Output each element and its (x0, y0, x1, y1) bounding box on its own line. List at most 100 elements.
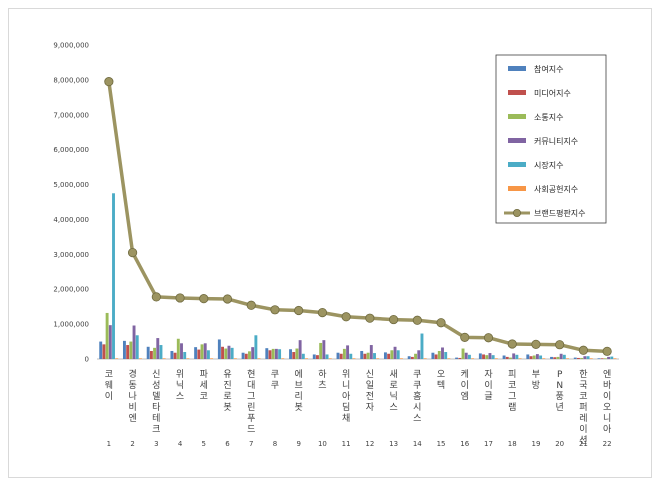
line-point (412, 315, 422, 325)
bar (553, 357, 557, 359)
bar (512, 353, 516, 359)
bar-series-group (99, 193, 617, 359)
bar (562, 354, 566, 359)
bar (603, 358, 607, 359)
bar (305, 358, 308, 359)
line-point (294, 305, 304, 316)
bar (115, 358, 119, 359)
legend-label: 브랜드평판지수 (534, 208, 586, 218)
bar (149, 350, 153, 359)
bar (194, 347, 198, 359)
bar (583, 356, 587, 359)
bar (265, 348, 269, 359)
line-point (555, 340, 565, 350)
bar (399, 358, 403, 359)
bar (461, 348, 465, 359)
bar (102, 344, 106, 359)
bar (441, 347, 444, 359)
x-axis-rank-labels: 1 2 3 4 5 6 7 8 9 10 11 12 13 14 15 16 17 18 19 20 21 22 (107, 440, 612, 448)
legend-label: 커뮤니티지수 (534, 136, 578, 146)
bar (464, 352, 468, 359)
rank-label: 13 (389, 440, 398, 448)
bar (170, 350, 174, 359)
bar (206, 350, 210, 359)
line-point (460, 332, 470, 342)
bar (529, 356, 533, 359)
bar (396, 350, 400, 359)
bar (339, 353, 343, 359)
line-point (104, 77, 114, 87)
line-point (246, 300, 256, 310)
line-point (507, 339, 517, 349)
bar (376, 358, 380, 359)
legend-label: 미디어지수 (534, 88, 571, 98)
rank-label: 4 (178, 440, 183, 448)
y-tick-label: 8,000,000 (53, 76, 89, 84)
legend-label: 시장지수 (534, 160, 563, 170)
legend-label: 참여지수 (534, 64, 563, 74)
line-point (175, 293, 185, 303)
bar (539, 355, 543, 359)
bar (607, 356, 611, 359)
bar (360, 350, 364, 359)
rank-label: 17 (484, 440, 493, 448)
bar (183, 352, 187, 359)
bar (488, 353, 492, 359)
bar (610, 356, 614, 359)
rank-label: 18 (508, 440, 517, 448)
line-point (602, 346, 612, 356)
bar (135, 335, 139, 359)
bar (502, 355, 506, 359)
rank-label: 14 (413, 440, 422, 448)
legend-swatch (508, 66, 526, 71)
bar (600, 358, 604, 359)
rank-label: 10 (318, 440, 327, 448)
bar (233, 358, 237, 359)
rank-label: 7 (249, 440, 253, 448)
y-tick-label: 6,000,000 (53, 146, 89, 154)
bar (274, 348, 278, 359)
bar (383, 352, 387, 359)
line-point (317, 307, 328, 318)
line-point (483, 333, 494, 343)
bar (417, 350, 421, 359)
bar (278, 349, 282, 359)
bar (99, 341, 103, 359)
bar (349, 353, 353, 359)
legend-swatch (508, 90, 526, 95)
y-tick-label: 5,000,000 (53, 181, 89, 189)
legend-swatch (508, 162, 526, 167)
bar (556, 356, 560, 359)
bar (346, 345, 350, 359)
bar (482, 354, 485, 359)
bar (112, 193, 115, 359)
rank-label: 9 (296, 440, 300, 448)
bar (342, 348, 346, 359)
bar (301, 353, 305, 359)
bar (129, 341, 133, 359)
bar (586, 356, 590, 359)
bar (444, 352, 448, 359)
bar (455, 357, 459, 359)
bar (393, 346, 397, 359)
line-point (365, 313, 375, 323)
bar (366, 352, 370, 359)
line-point (199, 294, 209, 304)
line-point (270, 305, 280, 315)
bar (542, 358, 546, 359)
legend-label: 소통지수 (534, 113, 563, 122)
bar (138, 358, 142, 359)
line-point (436, 318, 446, 328)
bar (580, 357, 584, 359)
bar (447, 358, 451, 359)
bar (312, 354, 316, 359)
